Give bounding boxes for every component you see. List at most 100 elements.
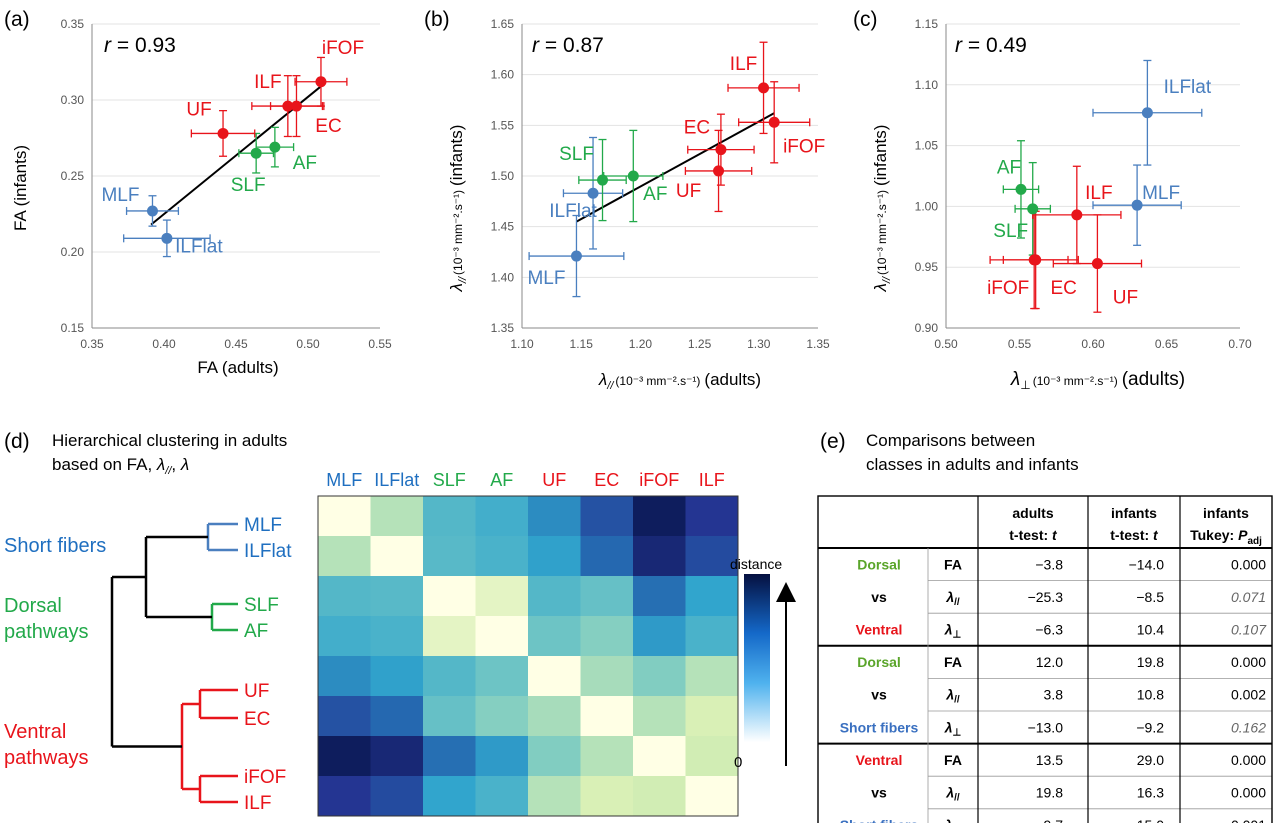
heatmap-cell: [633, 696, 686, 737]
heatmap-cell: [370, 736, 424, 777]
heatmap-cell: [633, 536, 686, 577]
heatmap-cell: [580, 776, 634, 817]
heatmap-cell: [370, 616, 424, 657]
table-class-label: Short fibers: [840, 817, 919, 823]
table-metric: λ⊥: [944, 719, 962, 738]
data-point-AF: [1015, 183, 1027, 195]
point-label-SLF: SLF: [993, 221, 1028, 242]
panel-a-ylabel: FA (infants): [11, 145, 30, 231]
table-class-label: vs: [871, 687, 887, 703]
y-tick-label: 1.45: [491, 220, 515, 234]
table-metric: FA: [944, 556, 962, 572]
x-tick-label: 0.70: [1228, 337, 1252, 351]
heatmap-cell: [318, 696, 371, 737]
point-label-AF: AF: [997, 157, 1021, 178]
x-tick-label: 1.20: [629, 337, 653, 351]
table-value-p: 0.000: [1231, 752, 1266, 768]
colorbar-min-label: 0: [734, 754, 742, 771]
heatmap-cell: [423, 496, 476, 537]
heatmap-cell: [528, 616, 581, 657]
point-label-MLF: MLF: [1142, 183, 1180, 204]
panel-a-letter: (a): [4, 8, 30, 31]
table-value-adults: −3.8: [1035, 556, 1063, 572]
heatmap-cell: [580, 496, 634, 537]
y-tick-label: 1.65: [491, 17, 515, 31]
panel-c-r-value: r = 0.49: [955, 34, 1027, 57]
heatmap-cell: [370, 496, 424, 537]
heatmap-cell: [370, 776, 424, 817]
heatmap-cell: [528, 776, 581, 817]
comparison-table: adults t-test: t infants t-test: t infants Tu…: [817, 495, 1273, 823]
data-point-ILFlat: [587, 187, 599, 199]
heatmap-col-label-iFOF: iFOF: [639, 470, 679, 490]
heatmap-cell: [580, 576, 634, 617]
table-value-infants: −15.0: [1129, 817, 1165, 823]
panel-b-letter: (b): [424, 8, 450, 31]
table-metric: λ//: [945, 589, 960, 608]
panel-d-title-line1: Hierarchical clustering in adults: [52, 431, 287, 450]
heatmap-cell: [580, 656, 634, 697]
panel-b: (b) 1.35 1.40 1.45 1.50 1.55 1.60 1.65 1.10 1.15…: [424, 8, 830, 392]
heatmap-cell: [475, 576, 529, 617]
point-label-EC: EC: [684, 118, 710, 139]
table-value-adults: 3.8: [1044, 687, 1064, 703]
x-tick-label: 1.25: [688, 337, 712, 351]
table-metric: λ⊥: [944, 817, 962, 823]
data-point-ILF: [282, 100, 294, 112]
heatmap-cell: [528, 536, 581, 577]
point-label-EC: EC: [315, 116, 341, 137]
heatmap-cell: [580, 736, 634, 777]
data-point-MLF: [570, 250, 582, 262]
heatmap-cell: [475, 776, 529, 817]
point-label-ILF: ILF: [1085, 183, 1112, 204]
table-class-label: vs: [871, 589, 887, 605]
data-point-UF: [1091, 258, 1103, 270]
table-metric: FA: [944, 752, 962, 768]
heatmap-col-label-UF: UF: [542, 470, 566, 490]
dendro-group-dorsal: Dorsal: [4, 595, 62, 617]
point-label-SLF: SLF: [559, 144, 594, 165]
table-metric: λ//: [945, 785, 960, 804]
dendro-leaf-AF: AF: [244, 621, 268, 642]
table-value-p: 0.000: [1231, 785, 1266, 801]
heatmap-cell: [475, 616, 529, 657]
table-class-label: Dorsal: [857, 654, 901, 670]
table-header-top: infants: [1111, 505, 1157, 521]
data-point-ILFlat: [1141, 107, 1153, 119]
heatmap-cell: [475, 656, 529, 697]
table-class-label: Ventral: [856, 622, 903, 638]
table-class-label: Ventral: [856, 752, 903, 768]
y-tick-label: 0.25: [61, 169, 85, 183]
table-value-adults: 12.0: [1036, 654, 1063, 670]
dendro-leaf-MLF: MLF: [244, 515, 282, 536]
table-value-p: 0.162: [1231, 719, 1266, 735]
x-tick-label: 1.30: [747, 337, 771, 351]
dendro-leaf-UF: UF: [244, 681, 269, 702]
panel-d: (d) Hierarchical clustering in adults ba…: [4, 430, 796, 817]
heatmap-cell: [423, 616, 476, 657]
panel-c-plot: 0.90 0.95 1.00 1.05 1.10 1.15 0.50 0.55 0.60 0.65…: [915, 17, 1252, 351]
table-value-infants: −14.0: [1129, 556, 1165, 572]
data-point-SLF: [1027, 203, 1039, 215]
table-class-label: vs: [871, 785, 887, 801]
y-tick-label: 1.00: [915, 199, 939, 213]
heatmap-cell: [423, 696, 476, 737]
x-tick-label: 1.35: [806, 337, 830, 351]
data-point-ILFlat: [161, 232, 173, 244]
heatmap-cell: [528, 576, 581, 617]
heatmap-cell: [318, 536, 371, 577]
y-tick-label: 1.50: [491, 169, 515, 183]
heatmap: [317, 495, 739, 817]
table-value-p: 0.002: [1231, 687, 1266, 703]
dendro-group-ventral: Ventral: [4, 721, 66, 743]
heatmap-cell: [318, 776, 371, 817]
y-tick-label: 0.30: [61, 93, 85, 107]
data-point-iFOF: [768, 116, 780, 128]
heatmap-col-label-ILFlat: ILFlat: [374, 470, 419, 490]
heatmap-cell: [318, 736, 371, 777]
heatmap-cell: [423, 576, 476, 617]
data-point-UF: [713, 165, 725, 177]
x-tick-label: 1.15: [570, 337, 594, 351]
x-tick-label: 1.10: [510, 337, 534, 351]
